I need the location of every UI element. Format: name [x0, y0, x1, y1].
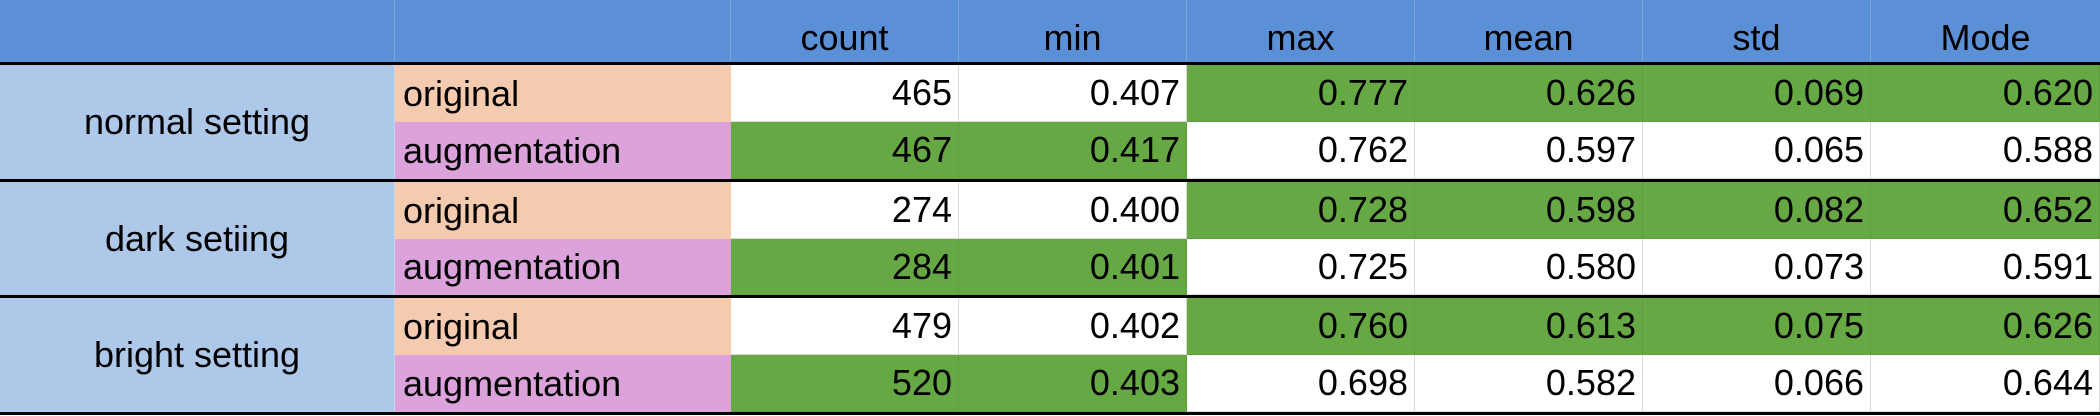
- value-cell[interactable]: 0.598: [1415, 182, 1643, 239]
- value-cell[interactable]: 467: [731, 122, 959, 179]
- value-cell[interactable]: 0.066: [1643, 355, 1871, 412]
- value-cell[interactable]: 0.075: [1643, 298, 1871, 355]
- value-cell[interactable]: 0.401: [959, 239, 1187, 295]
- value-cell[interactable]: 479: [731, 298, 959, 355]
- row-label-original[interactable]: original: [395, 182, 731, 239]
- value-cell[interactable]: 0.082: [1643, 182, 1871, 239]
- table-border-line: [0, 179, 2100, 182]
- value-cell[interactable]: 0.588: [1871, 122, 2100, 179]
- value-cell[interactable]: 274: [731, 182, 959, 239]
- table-border-line: [0, 412, 2100, 415]
- value-cell[interactable]: 0.760: [1187, 298, 1415, 355]
- value-cell[interactable]: 0.069: [1643, 65, 1871, 122]
- group-label-cell[interactable]: bright setting: [0, 298, 395, 412]
- value-cell[interactable]: 465: [731, 65, 959, 122]
- value-cell[interactable]: 0.626: [1871, 298, 2100, 355]
- group-label-cell[interactable]: dark setiing: [0, 182, 395, 295]
- header-cell-mode[interactable]: Mode: [1871, 0, 2100, 62]
- value-cell[interactable]: 0.698: [1187, 355, 1415, 412]
- header-cell-max[interactable]: max: [1187, 0, 1415, 62]
- value-cell[interactable]: 0.400: [959, 182, 1187, 239]
- value-cell[interactable]: 0.580: [1415, 239, 1643, 295]
- value-cell[interactable]: 0.777: [1187, 65, 1415, 122]
- value-cell[interactable]: 0.597: [1415, 122, 1643, 179]
- value-cell[interactable]: 0.644: [1871, 355, 2100, 412]
- value-cell[interactable]: 0.620: [1871, 65, 2100, 122]
- value-cell[interactable]: 284: [731, 239, 959, 295]
- value-cell[interactable]: 0.728: [1187, 182, 1415, 239]
- value-cell[interactable]: 0.407: [959, 65, 1187, 122]
- header-cell-count[interactable]: count: [731, 0, 959, 62]
- row-label-augmentation[interactable]: augmentation: [395, 122, 731, 179]
- value-cell[interactable]: 0.073: [1643, 239, 1871, 295]
- row-label-original[interactable]: original: [395, 65, 731, 122]
- table-border-line: [0, 295, 2100, 298]
- value-cell[interactable]: 0.652: [1871, 182, 2100, 239]
- value-cell[interactable]: 0.762: [1187, 122, 1415, 179]
- row-label-augmentation[interactable]: augmentation: [395, 239, 731, 295]
- group-label-cell[interactable]: normal setting: [0, 65, 395, 179]
- header-cell-group[interactable]: [0, 0, 395, 62]
- row-label-original[interactable]: original: [395, 298, 731, 355]
- header-cell-mean[interactable]: mean: [1415, 0, 1643, 62]
- value-cell[interactable]: 0.613: [1415, 298, 1643, 355]
- value-cell[interactable]: 0.725: [1187, 239, 1415, 295]
- row-label-augmentation[interactable]: augmentation: [395, 355, 731, 412]
- value-cell[interactable]: 520: [731, 355, 959, 412]
- header-cell-variant[interactable]: [395, 0, 731, 62]
- value-cell[interactable]: 0.591: [1871, 239, 2100, 295]
- value-cell[interactable]: 0.417: [959, 122, 1187, 179]
- value-cell[interactable]: 0.065: [1643, 122, 1871, 179]
- header-cell-std[interactable]: std: [1643, 0, 1871, 62]
- value-cell[interactable]: 0.582: [1415, 355, 1643, 412]
- value-cell[interactable]: 0.402: [959, 298, 1187, 355]
- value-cell[interactable]: 0.403: [959, 355, 1187, 412]
- value-cell[interactable]: 0.626: [1415, 65, 1643, 122]
- header-cell-min[interactable]: min: [959, 0, 1187, 62]
- table-border-line: [0, 62, 2100, 65]
